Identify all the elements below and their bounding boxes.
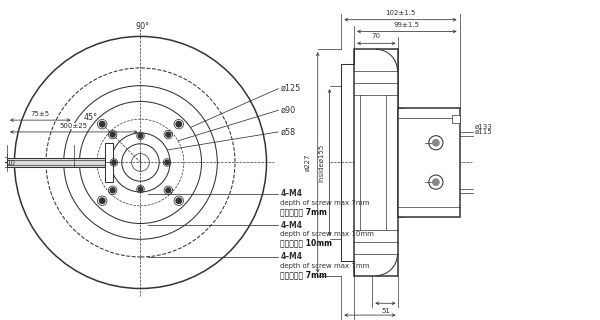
Text: 99±1.5: 99±1.5 [394,22,420,28]
Text: 75±5: 75±5 [31,111,50,117]
Circle shape [166,132,171,137]
Text: 10: 10 [6,160,15,166]
Text: 挖入深度大 7mm: 挖入深度大 7mm [280,270,327,279]
Circle shape [100,121,105,127]
Circle shape [138,134,143,138]
Text: ø125: ø125 [280,84,301,93]
Text: 45°: 45° [83,113,97,122]
Text: 挖入深度大 10mm: 挖入深度大 10mm [280,239,332,248]
Text: 4–M4: 4–M4 [280,221,302,230]
Text: 70: 70 [372,33,381,39]
Bar [354,49,398,276]
Text: depth of screw max 7mm: depth of screw max 7mm [280,263,370,269]
Circle shape [165,160,169,165]
Bar [7,157,105,167]
Circle shape [100,198,105,204]
Text: insideø155: insideø155 [319,143,325,181]
Text: depth of screw max 10mm: depth of screw max 10mm [280,231,374,237]
Text: 90°: 90° [136,21,149,30]
Text: depth of screw max 7mm: depth of screw max 7mm [280,200,370,206]
Text: 4–M4: 4–M4 [280,189,302,198]
Text: 4–M4: 4–M4 [280,252,302,261]
Text: ø227: ø227 [305,154,311,171]
Bar [452,115,460,123]
Circle shape [110,132,115,137]
Circle shape [176,121,182,127]
Text: ø133: ø133 [475,124,493,130]
Circle shape [138,187,143,191]
Circle shape [112,160,116,165]
Text: 挖入深度大 7mm: 挖入深度大 7mm [280,207,327,216]
Circle shape [432,139,440,147]
Text: ø58: ø58 [280,127,295,136]
Text: ø115: ø115 [475,128,493,134]
Text: ø90: ø90 [280,106,295,115]
Circle shape [176,198,182,204]
Text: 102±1.5: 102±1.5 [385,10,416,16]
Circle shape [166,188,171,193]
Circle shape [432,178,440,186]
Circle shape [110,188,115,193]
Bar [398,108,460,217]
Bar [105,143,113,182]
Text: 500±25: 500±25 [60,123,88,129]
Text: 51: 51 [381,308,390,314]
